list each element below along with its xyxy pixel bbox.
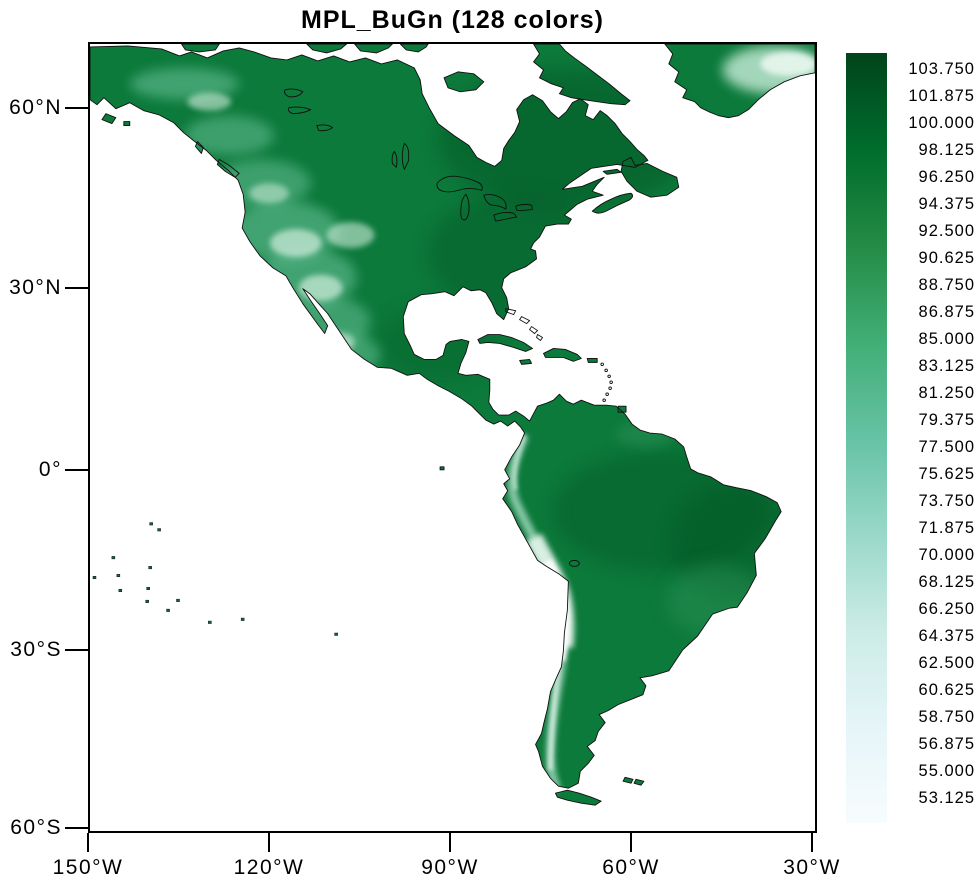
y-axis-tick [65,649,88,651]
colorbar-tick-label: 75.625 [918,465,975,483]
lake-outlines [283,88,580,567]
y-axis-tick [65,287,88,289]
colorbar-tick-label: 56.875 [918,735,975,753]
colorbar-tick-label: 101.875 [908,87,975,105]
colorbar-tick-label: 85.000 [918,330,975,348]
colorbar-tick-label: 64.375 [918,627,975,645]
x-axis-label: 150°W [52,856,124,879]
colorbar-tick-label: 77.500 [918,438,975,456]
colorbar-tick-label: 58.750 [918,708,975,726]
colorbar-labels: 103.750 101.875 100.000 98.125 96.250 94.375 9… [893,61,975,807]
island-outlines [505,308,613,402]
pacific-island-specks [92,522,338,636]
colorbar-tick-label: 70.000 [918,546,975,564]
map-plot-frame [88,42,817,833]
colorbar-tick-label: 94.375 [918,195,975,213]
x-axis-label: 60°W [602,856,660,879]
colorbar [846,53,887,823]
colorbar-tick-label: 66.250 [918,600,975,618]
x-axis-label: 90°W [421,856,479,879]
colorbar-tick-label: 96.250 [918,168,975,186]
y-axis-tick [65,827,88,829]
colorbar-tick-label: 81.250 [918,384,975,402]
y-axis-label: 60°N [9,96,62,119]
map-canvas [90,44,815,831]
x-axis-label: 30°W [783,856,841,879]
colorbar-tick-label: 62.500 [918,654,975,672]
colorbar-tick-label: 60.625 [918,681,975,699]
colorbar-tick-label: 92.500 [918,222,975,240]
colorbar-tick-label: 68.125 [918,573,975,591]
colorbar-tick-label: 100.000 [908,114,975,132]
x-axis-tick [811,833,813,852]
colorbar-tick-label: 103.750 [908,60,975,78]
colorbar-tick-label: 79.375 [918,411,975,429]
x-axis-tick [268,833,270,852]
x-axis-tick [87,833,89,852]
x-axis-tick [449,833,451,852]
y-axis-label: 60°S [10,816,62,839]
colorbar-tick-label: 88.750 [918,276,975,294]
y-axis-tick [65,469,88,471]
colorbar-tick-label: 71.875 [918,519,975,537]
y-axis-tick [65,107,88,109]
colorbar-tick-label: 55.000 [918,762,975,780]
colorbar-tick-label: 98.125 [918,141,975,159]
colorbar-tick-label: 53.125 [918,789,975,807]
y-axis-label: 0° [38,458,62,481]
x-axis-tick [630,833,632,852]
colorbar-tick-label: 83.125 [918,357,975,375]
y-axis-label: 30°N [9,276,62,299]
colorbar-tick-label: 86.875 [918,303,975,321]
colorbar-tick-label: 73.750 [918,492,975,510]
y-axis-label: 30°S [10,638,62,661]
x-axis-label: 120°W [233,856,305,879]
colorbar-tick-label: 90.625 [918,249,975,267]
plot-title: MPL_BuGn (128 colors) [301,6,604,34]
